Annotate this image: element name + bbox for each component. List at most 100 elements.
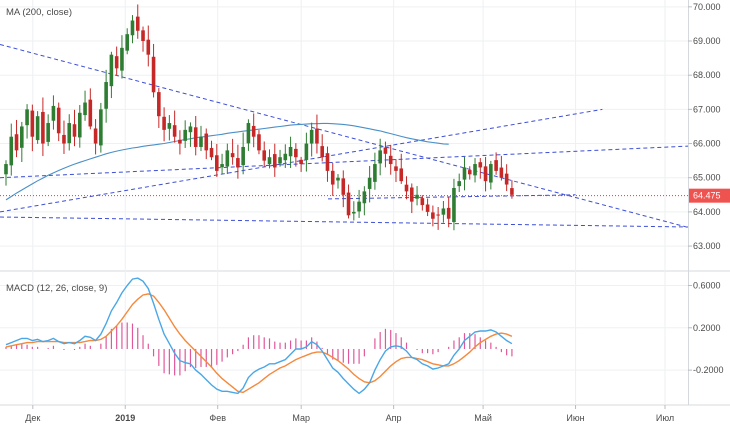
candle-body	[215, 155, 219, 171]
macd-y-tick-label: -0.2000	[693, 365, 724, 375]
candle-body	[25, 109, 29, 126]
candle-body	[462, 167, 467, 180]
y-tick-label: 64.000	[693, 207, 721, 217]
candle-body	[362, 191, 367, 204]
candle-body	[46, 123, 50, 142]
axes: Дек 2019 Фев Мар Апр Май Июн Июл 70.000 69.000 68.…	[25, 2, 723, 423]
candle-body	[299, 159, 303, 165]
candle-body	[504, 173, 509, 185]
candle-body	[341, 178, 346, 195]
candle-body	[77, 112, 82, 138]
candle-body	[431, 212, 435, 219]
candle-body	[230, 153, 235, 158]
candle-body	[114, 56, 119, 69]
candle-body	[309, 129, 314, 144]
x-tick-label: Июн	[566, 413, 584, 423]
candle-body	[446, 207, 451, 219]
candle-body	[141, 30, 145, 42]
candle-body	[20, 126, 24, 148]
candle-body	[251, 125, 256, 137]
candle-body	[478, 162, 483, 168]
candle-body	[30, 110, 35, 137]
candle-body	[336, 177, 340, 181]
candle-body	[399, 168, 404, 182]
candle-body	[499, 167, 504, 178]
candle-body	[67, 123, 72, 144]
candle-body	[56, 107, 61, 134]
x-tick-label: Июл	[656, 413, 674, 423]
candle-body	[357, 201, 361, 212]
candle-body	[51, 105, 56, 121]
candle-body	[157, 92, 161, 117]
ma-200-line	[5, 122, 449, 201]
candle-body	[72, 124, 77, 137]
candle-body	[294, 148, 298, 158]
candle-body	[109, 54, 114, 87]
candle-body	[415, 194, 419, 199]
candle-body	[99, 109, 103, 146]
trendline	[0, 145, 688, 179]
candle-body	[473, 164, 477, 176]
candle-body	[483, 166, 488, 182]
candle-body	[288, 146, 293, 157]
ma-200-path	[5, 122, 449, 201]
y-tick-label: 66.000	[693, 139, 721, 149]
candle-body	[93, 128, 98, 144]
candle-body	[14, 134, 19, 151]
candle-body	[88, 99, 93, 127]
macd-y-tick-label: 0.6000	[693, 280, 721, 290]
candle-body	[225, 150, 230, 167]
candle-body	[204, 133, 209, 151]
candle-body	[130, 20, 135, 36]
candle-body	[199, 136, 203, 147]
trendline	[0, 43, 688, 228]
candle-body	[9, 136, 14, 166]
y-tick-label: 69.000	[693, 36, 721, 46]
macd-signal-line	[5, 293, 513, 394]
candle-body	[489, 164, 493, 183]
candle-body	[409, 187, 414, 202]
y-tick-label: 67.000	[693, 104, 721, 114]
candle-body	[320, 146, 324, 158]
y-tick-label: 68.000	[693, 70, 721, 80]
candle-body	[404, 184, 409, 192]
candle-body	[125, 34, 130, 51]
candle-body	[146, 39, 151, 55]
candle-body	[178, 139, 182, 144]
candle-body	[172, 125, 177, 137]
candle-body	[41, 111, 45, 144]
candle-body	[436, 214, 440, 216]
candle-body	[246, 123, 251, 144]
candles	[4, 4, 514, 231]
candle-body	[135, 16, 140, 31]
candle-body	[241, 146, 245, 166]
last-price-tag	[689, 188, 730, 203]
candle-body	[467, 170, 472, 175]
macd-indicator-label: MACD (12, 26, close, 9)	[6, 283, 107, 294]
candle-body	[236, 158, 240, 168]
candle-body	[510, 188, 514, 195]
candle-body	[457, 181, 462, 187]
candle-body	[209, 147, 214, 158]
candle-body	[304, 143, 309, 160]
candle-body	[283, 153, 288, 161]
candle-body	[378, 150, 382, 164]
candle-body	[494, 160, 498, 171]
candle-body	[325, 153, 330, 171]
candle-body	[367, 177, 372, 189]
candle-body	[315, 128, 319, 144]
x-tick-label: Фев	[209, 413, 226, 423]
candle-body	[120, 47, 124, 71]
last-price-line: 64.475	[0, 188, 730, 203]
macd-line	[5, 277, 513, 395]
candle-body	[183, 129, 187, 141]
candle-body	[193, 127, 198, 147]
candle-body	[162, 116, 166, 130]
macd-y-tick-label: 0.2000	[693, 323, 721, 333]
candle-body	[346, 192, 351, 216]
x-tick-label: Апр	[386, 413, 402, 423]
candle-body	[278, 157, 282, 164]
candle-body	[394, 166, 398, 171]
y-tick-label: 63.000	[693, 241, 721, 251]
